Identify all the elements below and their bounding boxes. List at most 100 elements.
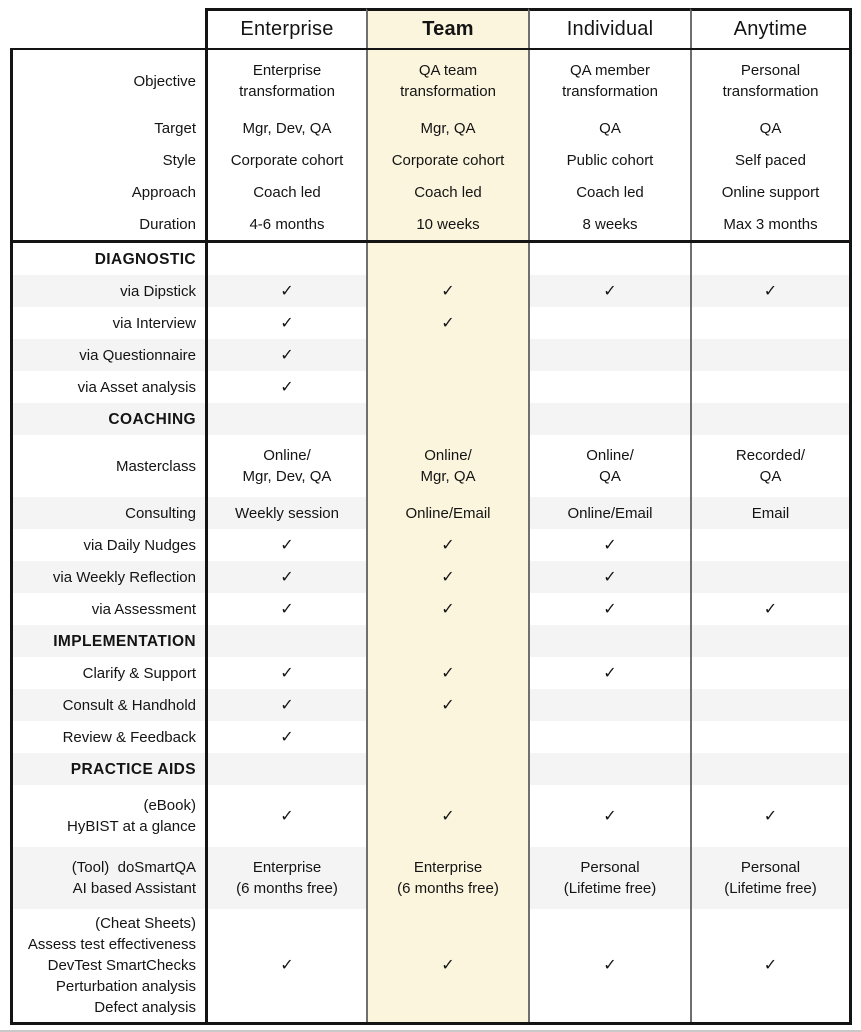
table-row: Duration 4-6 months 10 weeks 8 weeks Max 3 m… (10, 208, 852, 240)
cell-enterprise: ✓ (205, 339, 366, 371)
label-line: COACHING (108, 410, 196, 428)
label-line: PRACTICE AIDS (70, 760, 196, 778)
row-label: via Interview (10, 307, 205, 339)
cell-team: ✓ (366, 307, 528, 339)
cell-line: Personal (580, 859, 640, 876)
checkmark-icon: ✓ (280, 282, 294, 300)
cell-enterprise: Online/Mgr, Dev, QA (205, 435, 366, 497)
row-label: Masterclass (10, 435, 205, 497)
cell-individual: Coach led (528, 176, 690, 208)
cell-team: Coach led (366, 176, 528, 208)
checkmark-icon: ✓ (280, 807, 294, 825)
table-row: (eBook) HyBIST at a glance ✓ ✓ ✓ ✓ (10, 785, 852, 847)
cell-anytime: Personal transformation (690, 50, 852, 112)
label-line: Target (154, 119, 196, 137)
cell-individual: ✓ (528, 529, 690, 561)
cell-anytime: Max 3 months (690, 208, 852, 240)
cell-team: Online/Email (366, 497, 528, 529)
cell-team: ✓ (366, 561, 528, 593)
label-line: (Tool) doSmartQA (71, 859, 196, 876)
cell-anytime: Recorded/QA (690, 435, 852, 497)
cell-line: QA (759, 468, 782, 485)
cell-anytime: ✓ (690, 593, 852, 625)
checkmark-icon: ✓ (280, 568, 294, 586)
row-label: via Questionnaire (10, 339, 205, 371)
table-row: via Daily Nudges ✓ ✓ ✓ (10, 529, 852, 561)
cell-enterprise: Coach led (205, 176, 366, 208)
column-header-enterprise: Enterprise (205, 8, 366, 48)
cell-enterprise (205, 243, 366, 275)
cell-line: (Lifetime free) (563, 880, 657, 897)
cell-anytime: ✓ (690, 275, 852, 307)
cell-team: ✓ (366, 593, 528, 625)
cell-line: 4-6 months (249, 215, 325, 233)
cell-enterprise: ✓ (205, 529, 366, 561)
cell-enterprise: 4-6 months (205, 208, 366, 240)
checkmark-icon: ✓ (280, 664, 294, 682)
cell-line: Mgr, Dev, QA (242, 119, 332, 137)
label-line: (eBook) (143, 797, 196, 814)
cell-line: Mgr, Dev, QA (242, 468, 332, 485)
cell-line: Self paced (735, 151, 806, 169)
cell-individual: QA member transformation (528, 50, 690, 112)
cell-line: (6 months free) (397, 880, 499, 897)
table-row: (Tool) doSmartQA AI based Assistant Enterp… (10, 847, 852, 909)
cell-enterprise (205, 753, 366, 785)
checkmark-icon: ✓ (603, 282, 617, 300)
cell-line: Enterprise (252, 859, 322, 876)
cell-enterprise: ✓ (205, 307, 366, 339)
label-line: via Assessment (91, 600, 196, 618)
label-line: Consulting (125, 504, 196, 522)
checkmark-icon: ✓ (763, 282, 778, 300)
cell-enterprise: ✓ (205, 593, 366, 625)
cell-enterprise: ✓ (205, 275, 366, 307)
label-line: Masterclass (115, 457, 196, 475)
cell-enterprise: Weekly session (205, 497, 366, 529)
header-corner-spacer (10, 8, 205, 48)
cell-line: Coach led (414, 183, 482, 201)
cell-line: Email (751, 504, 790, 522)
checkmark-icon: ✓ (441, 696, 455, 714)
table-row: Target Mgr, Dev, QA Mgr, QA QA QA (10, 112, 852, 144)
cell-individual (528, 339, 690, 371)
cell-anytime: ✓ (690, 909, 852, 1022)
label-line: Approach (131, 183, 196, 201)
cell-enterprise: ✓ (205, 657, 366, 689)
section-title: IMPLEMENTATION (10, 625, 205, 657)
label-line: DevTest SmartChecks (47, 957, 196, 974)
checkmark-icon: ✓ (763, 600, 778, 618)
cell-line: Online/Email (567, 504, 653, 522)
cell-team: ✓ (366, 785, 528, 847)
cell-team (366, 371, 528, 403)
cell-anytime: ✓ (690, 785, 852, 847)
cell-anytime (690, 403, 852, 435)
cell-team: ✓ (366, 275, 528, 307)
cell-line: QA team (418, 62, 478, 79)
cell-anytime (690, 689, 852, 721)
cell-individual: Personal (Lifetime free) (528, 847, 690, 909)
row-label: (Tool) doSmartQA AI based Assistant (10, 847, 205, 909)
checkmark-icon: ✓ (763, 807, 778, 825)
cell-enterprise: ✓ (205, 785, 366, 847)
cell-individual (528, 403, 690, 435)
table-row: (Cheat Sheets) Assess test effectiveness D… (10, 909, 852, 1022)
cell-enterprise: ✓ (205, 689, 366, 721)
cell-line: Max 3 months (723, 215, 818, 233)
section-title: COACHING (10, 403, 205, 435)
cell-team: Corporate cohort (366, 144, 528, 176)
label-line: Defect analysis (94, 999, 196, 1016)
section-title: DIAGNOSTIC (10, 243, 205, 275)
cell-line: 8 weeks (582, 215, 638, 233)
row-label: Consulting (10, 497, 205, 529)
checkmark-icon: ✓ (603, 957, 617, 974)
cell-anytime (690, 339, 852, 371)
checkmark-icon: ✓ (280, 346, 294, 364)
cell-enterprise: Corporate cohort (205, 144, 366, 176)
cell-line: Coach led (576, 183, 644, 201)
cell-line: QA (599, 468, 621, 485)
label-line: IMPLEMENTATION (53, 632, 196, 650)
section-row: DIAGNOSTIC (10, 240, 852, 275)
row-label: Duration (10, 208, 205, 240)
cell-individual (528, 753, 690, 785)
cell-individual: Public cohort (528, 144, 690, 176)
